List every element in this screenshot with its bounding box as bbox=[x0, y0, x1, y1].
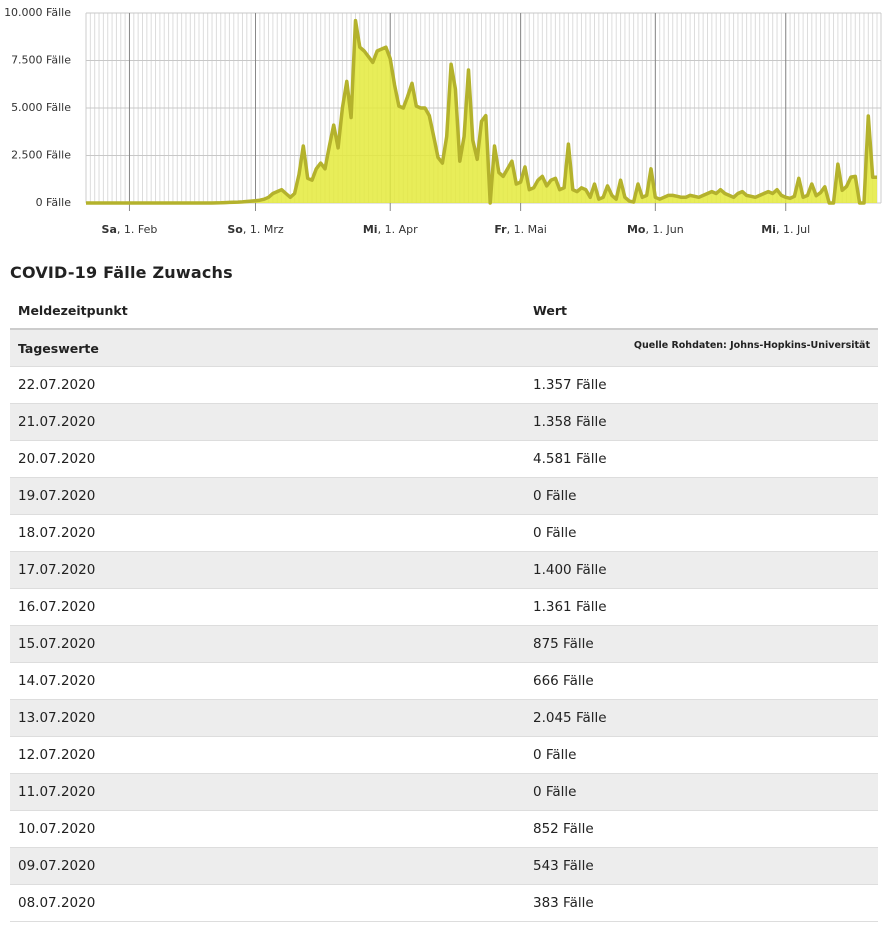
table-body: 22.07.2020 1.357 Fälle 21.07.2020 1.358 Fäl… bbox=[10, 367, 878, 922]
table-row: 18.07.2020 0 Fälle bbox=[10, 515, 878, 552]
table-row: 08.07.2020 383 Fälle bbox=[10, 885, 878, 922]
table-cell: 2.045 Fälle bbox=[533, 710, 607, 726]
y-tick-label: 10.000 Fälle bbox=[4, 6, 71, 19]
area-line bbox=[86, 18, 877, 205]
table-row: 11.07.2020 0 Fälle bbox=[10, 774, 878, 811]
chart: 0 Fälle 2.500 Fälle 5.000 Fälle 7.500 Fälle… bbox=[4, 6, 882, 236]
table-cell: 543 Fälle bbox=[533, 858, 594, 874]
table-cell: 0 Fälle bbox=[533, 488, 577, 504]
table-cell: 1.361 Fälle bbox=[533, 599, 607, 615]
table-cell: 20.07.2020 bbox=[18, 451, 96, 467]
table-cell: 21.07.2020 bbox=[18, 414, 96, 430]
x-tick-label: Mi, 1. Apr bbox=[363, 223, 418, 236]
group-row: Tageswerte Quelle Rohdaten: Johns-Hopkin… bbox=[10, 330, 878, 367]
table-cell: 875 Fälle bbox=[533, 636, 594, 652]
y-tick-label: 0 Fälle bbox=[36, 196, 72, 209]
table-row: 12.07.2020 0 Fälle bbox=[10, 737, 878, 774]
table-cell: 1.358 Fälle bbox=[533, 414, 607, 430]
y-tick-label: 5.000 Fälle bbox=[11, 101, 71, 114]
table-cell: 22.07.2020 bbox=[18, 377, 96, 393]
table-cell: 4.581 Fälle bbox=[533, 451, 607, 467]
table-row: 20.07.2020 4.581 Fälle bbox=[10, 441, 878, 478]
table-cell: 1.357 Fälle bbox=[533, 377, 607, 393]
x-tick-label: Mo, 1. Jun bbox=[627, 223, 684, 236]
x-tick-label: So, 1. Mrz bbox=[227, 223, 283, 236]
table-cell: 17.07.2020 bbox=[18, 562, 96, 578]
x-tick-label: Fr, 1. Mai bbox=[494, 223, 547, 236]
y-tick-label: 2.500 Fälle bbox=[11, 149, 71, 162]
table-cell: 1.400 Fälle bbox=[533, 562, 607, 578]
table-header: Meldezeitpunkt Wert bbox=[10, 288, 878, 330]
group-label: Tageswerte bbox=[18, 341, 99, 356]
table: COVID-19 Fälle Zuwachs Meldezeitpunkt We… bbox=[10, 258, 878, 922]
column-header: Meldezeitpunkt bbox=[18, 303, 128, 318]
table-cell: 13.07.2020 bbox=[18, 710, 96, 726]
table-row: 13.07.2020 2.045 Fälle bbox=[10, 700, 878, 737]
table-cell: 0 Fälle bbox=[533, 784, 577, 800]
table-cell: 666 Fälle bbox=[533, 673, 594, 689]
table-row: 22.07.2020 1.357 Fälle bbox=[10, 367, 878, 404]
table-row: 09.07.2020 543 Fälle bbox=[10, 848, 878, 885]
table-cell: 12.07.2020 bbox=[18, 747, 96, 763]
table-row: 16.07.2020 1.361 Fälle bbox=[10, 589, 878, 626]
table-cell: 14.07.2020 bbox=[18, 673, 96, 689]
table-row: 21.07.2020 1.358 Fälle bbox=[10, 404, 878, 441]
table-row: 10.07.2020 852 Fälle bbox=[10, 811, 878, 848]
table-cell: 11.07.2020 bbox=[18, 784, 96, 800]
x-tick-label: Mi, 1. Jul bbox=[761, 223, 810, 236]
y-tick-label: 7.500 Fälle bbox=[11, 54, 71, 67]
table-cell: 10.07.2020 bbox=[18, 821, 96, 837]
column-header: Wert bbox=[533, 303, 567, 318]
source-note: Quelle Rohdaten: Johns-Hopkins-Universit… bbox=[633, 340, 870, 351]
table-row: 19.07.2020 0 Fälle bbox=[10, 478, 878, 515]
table-cell: 15.07.2020 bbox=[18, 636, 96, 652]
table-cell: 383 Fälle bbox=[533, 895, 594, 911]
table-cell: 08.07.2020 bbox=[18, 895, 96, 911]
table-cell: 852 Fälle bbox=[533, 821, 594, 837]
table-cell: 18.07.2020 bbox=[18, 525, 96, 541]
table-title: COVID-19 Fälle Zuwachs bbox=[10, 263, 233, 282]
table-row: 17.07.2020 1.400 Fälle bbox=[10, 552, 878, 589]
table-cell: 09.07.2020 bbox=[18, 858, 96, 874]
table-cell: 0 Fälle bbox=[533, 747, 577, 763]
table-cell: 16.07.2020 bbox=[18, 599, 96, 615]
table-cell: 0 Fälle bbox=[533, 525, 577, 541]
x-tick-label: Sa, 1. Feb bbox=[102, 223, 158, 236]
table-row: 14.07.2020 666 Fälle bbox=[10, 663, 878, 700]
table-row: 15.07.2020 875 Fälle bbox=[10, 626, 878, 663]
table-cell: 19.07.2020 bbox=[18, 488, 96, 504]
